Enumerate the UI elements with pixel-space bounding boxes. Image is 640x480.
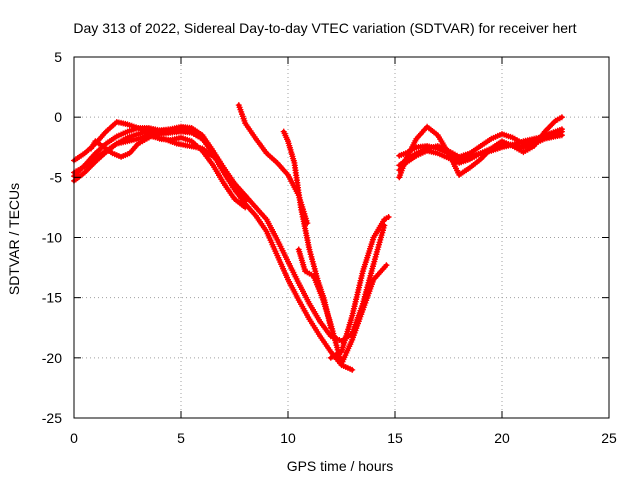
plus-marker-points xyxy=(327,214,392,361)
y-tick-label: 0 xyxy=(54,109,62,125)
x-tick-label: 15 xyxy=(387,430,403,446)
series-track-6 xyxy=(242,192,388,344)
data-series-group xyxy=(71,102,565,373)
series-track-14 xyxy=(396,132,565,174)
x-tick-label: 25 xyxy=(601,430,617,446)
y-tick-label: -25 xyxy=(42,410,62,426)
grid-lines xyxy=(74,57,609,418)
x-tick-label: 20 xyxy=(494,430,510,446)
y-tick-label: -20 xyxy=(42,350,62,366)
y-tick-label: 5 xyxy=(54,49,62,65)
plus-marker-points xyxy=(396,132,565,174)
y-axis-label: SDTVAR / TECUs xyxy=(6,183,22,295)
x-axis-label: GPS time / hours xyxy=(287,458,394,474)
y-tick-label: -10 xyxy=(42,230,62,246)
chart-title: Day 313 of 2022, Sidereal Day-to-day VTE… xyxy=(73,20,576,36)
series-track-5 xyxy=(88,133,249,205)
series-track-10 xyxy=(327,214,392,361)
plus-marker-points xyxy=(242,192,388,344)
x-tick-label: 0 xyxy=(70,430,78,446)
y-tick-label: -15 xyxy=(42,290,62,306)
series-track-9 xyxy=(295,246,390,367)
x-tick-label: 5 xyxy=(177,430,185,446)
plus-marker-points xyxy=(295,246,390,367)
x-tick-label: 10 xyxy=(280,430,296,446)
plus-marker-points xyxy=(88,133,249,205)
axis-ticks: 0 5 10 15 20 25 5 0 -5 -10 -15 -20 -25 xyxy=(42,49,617,446)
y-tick-label: -5 xyxy=(50,169,63,185)
